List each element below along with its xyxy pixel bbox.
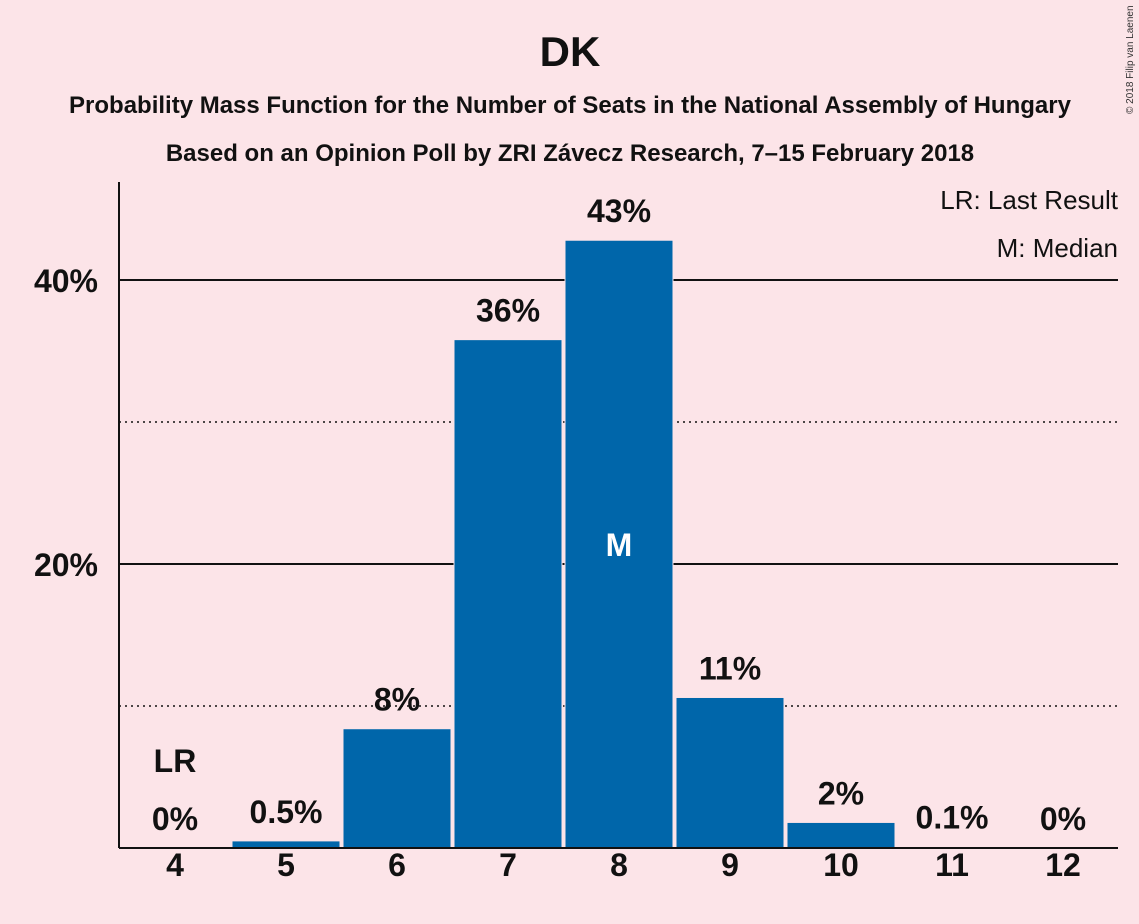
bar — [675, 696, 785, 849]
last-result-marker: LR — [154, 743, 197, 779]
x-tick-label: 9 — [721, 847, 739, 883]
x-tick-label: 7 — [499, 847, 517, 883]
chart-subtitle-1: Probability Mass Function for the Number… — [69, 92, 1072, 119]
bar — [564, 239, 674, 849]
x-tick-label: 11 — [935, 847, 969, 883]
x-tick-label: 8 — [610, 847, 628, 883]
data-label: 11% — [699, 650, 761, 686]
median-marker: M — [606, 527, 633, 563]
y-tick-label: 40% — [34, 263, 98, 299]
x-tick-label: 10 — [823, 847, 859, 883]
chart-title: DK — [540, 28, 601, 75]
x-tick-label: 6 — [388, 847, 406, 883]
x-tick-label: 5 — [277, 847, 295, 883]
axes: 20% 40% 4 5 6 7 8 9 10 11 12 — [34, 182, 1118, 883]
data-labels: 0% LR 0.5% 8% 36% 43% M 11% 2% 0.1% 0% — [152, 193, 1086, 837]
data-label: 8% — [374, 682, 420, 718]
copyright-notice: © 2018 Filip van Laenen — [1125, 5, 1136, 114]
legend-last-result: LR: Last Result — [940, 185, 1119, 215]
data-label: 0% — [152, 801, 198, 837]
data-label: 36% — [476, 293, 540, 329]
x-tick-label: 12 — [1045, 847, 1081, 883]
bar — [453, 339, 563, 849]
data-label: 0.1% — [916, 800, 989, 836]
bars — [231, 239, 1007, 849]
chart-subtitle-2: Based on an Opinion Poll by ZRI Závecz R… — [166, 140, 974, 167]
bar — [342, 728, 452, 849]
data-label: 0% — [1040, 801, 1086, 837]
x-tick-label: 4 — [166, 847, 184, 883]
y-tick-label: 20% — [34, 547, 98, 583]
data-label: 0.5% — [250, 794, 323, 830]
bar — [786, 821, 896, 849]
data-label: 43% — [587, 193, 651, 229]
data-label: 2% — [818, 775, 864, 811]
legend-median: M: Median — [997, 233, 1118, 263]
